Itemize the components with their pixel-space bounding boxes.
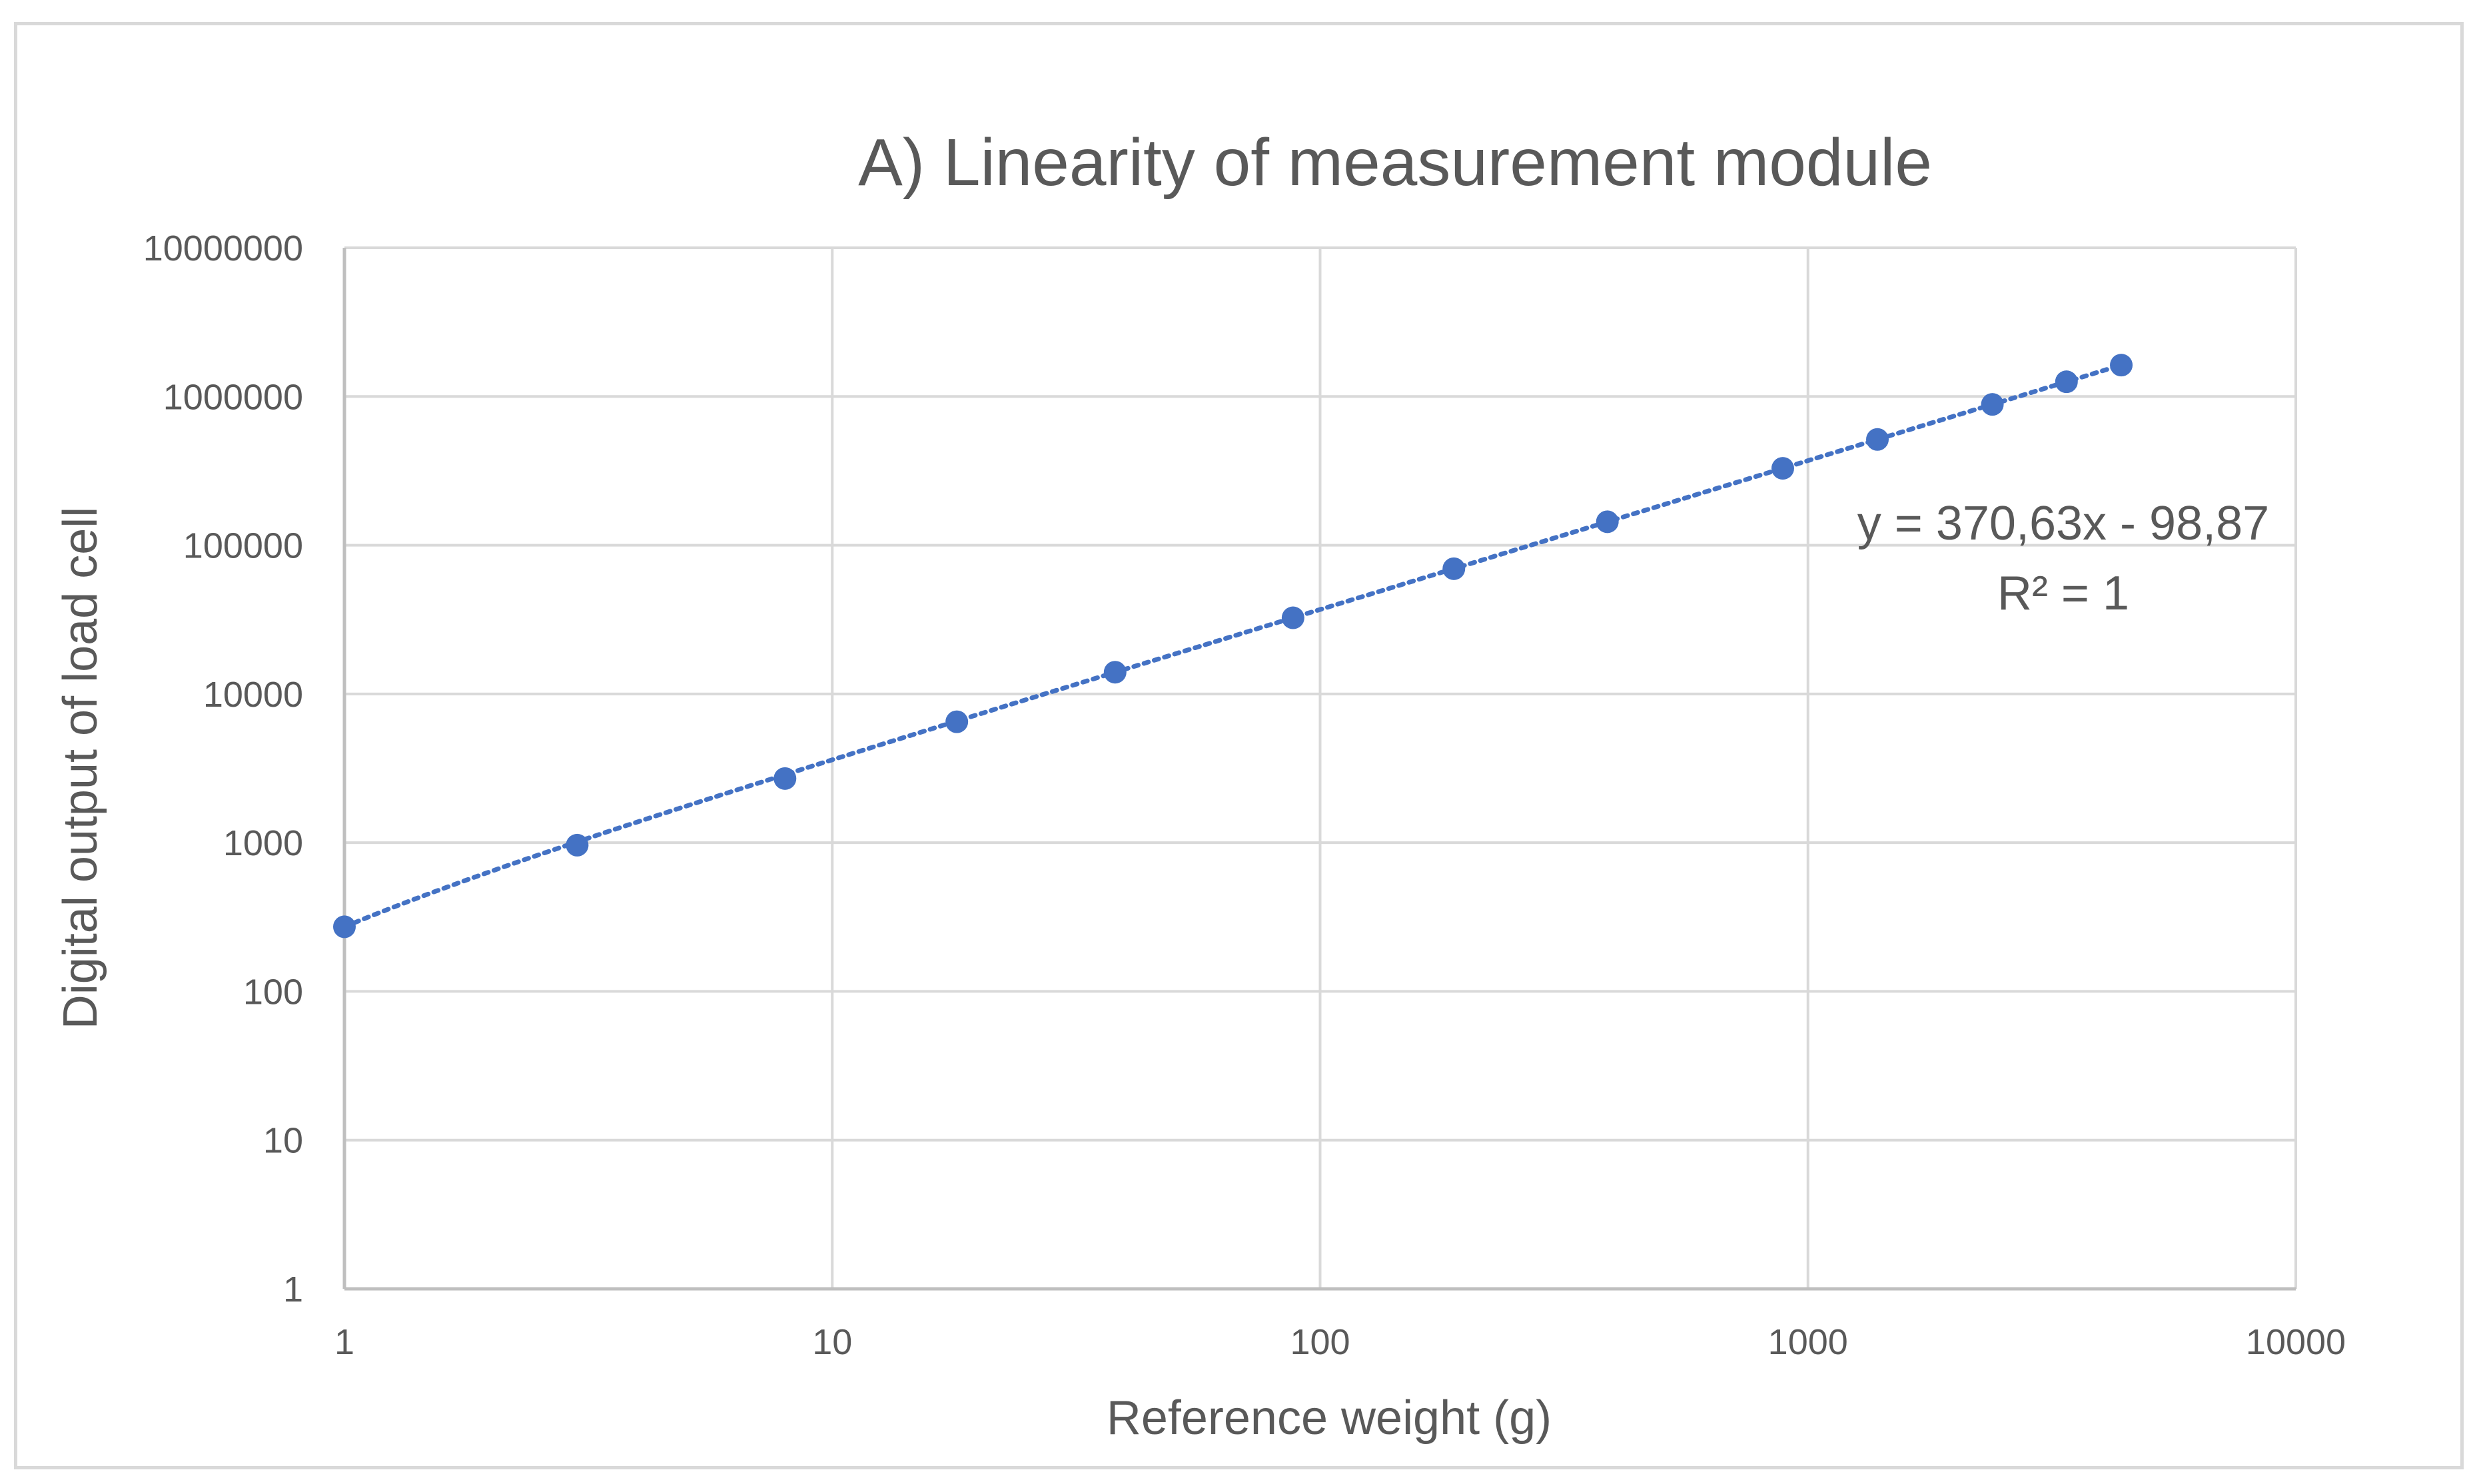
chart-frame bbox=[14, 22, 2464, 1469]
x-tick-label: 1000 bbox=[1768, 1322, 1848, 1362]
data-points bbox=[333, 354, 2133, 938]
chart-title: A) Linearity of measurement module bbox=[858, 125, 1932, 200]
y-tick-label: 1 bbox=[283, 1270, 303, 1309]
axes bbox=[342, 248, 2296, 1291]
trendline bbox=[342, 362, 2124, 929]
y-axis-label: Digital output of load cell bbox=[54, 507, 107, 1029]
y-tick-label: 10000000 bbox=[143, 228, 303, 268]
data-point bbox=[2055, 370, 2078, 394]
x-tick-label: 10000 bbox=[2246, 1322, 2346, 1362]
data-point bbox=[1981, 393, 2004, 416]
data-point bbox=[1442, 557, 1466, 580]
y-tick-label: 100000 bbox=[183, 526, 303, 566]
x-tick-label: 100 bbox=[1290, 1322, 1350, 1362]
data-point bbox=[773, 767, 797, 790]
data-point bbox=[945, 710, 969, 733]
data-point bbox=[1596, 510, 1619, 534]
x-tick-label: 10 bbox=[812, 1322, 852, 1362]
data-point bbox=[1281, 606, 1304, 629]
y-tick-label: 10000 bbox=[203, 675, 303, 715]
y-tick-label: 1000000 bbox=[163, 377, 303, 417]
trendline-equation: y = 370,63x - 98,87 bbox=[1857, 497, 2269, 550]
data-point bbox=[566, 833, 589, 857]
x-tick-label: 1 bbox=[334, 1322, 354, 1362]
data-point bbox=[333, 915, 356, 938]
trendline-r-squared: R² = 1 bbox=[1997, 567, 2129, 620]
y-tick-label: 100 bbox=[243, 972, 303, 1012]
y-tick-label: 1000 bbox=[223, 823, 303, 863]
data-point bbox=[2110, 354, 2133, 377]
data-point bbox=[1771, 457, 1794, 480]
data-point bbox=[1103, 661, 1127, 684]
tick-labels: 1 10 100 1000 10000 100000 1000000 10000000 1 10 1… bbox=[143, 228, 2346, 1362]
x-axis-label: Reference weight (g) bbox=[1107, 1391, 1552, 1445]
trendline-path bbox=[342, 362, 2124, 929]
y-tick-label: 10 bbox=[263, 1121, 303, 1161]
data-point bbox=[1866, 428, 1889, 451]
